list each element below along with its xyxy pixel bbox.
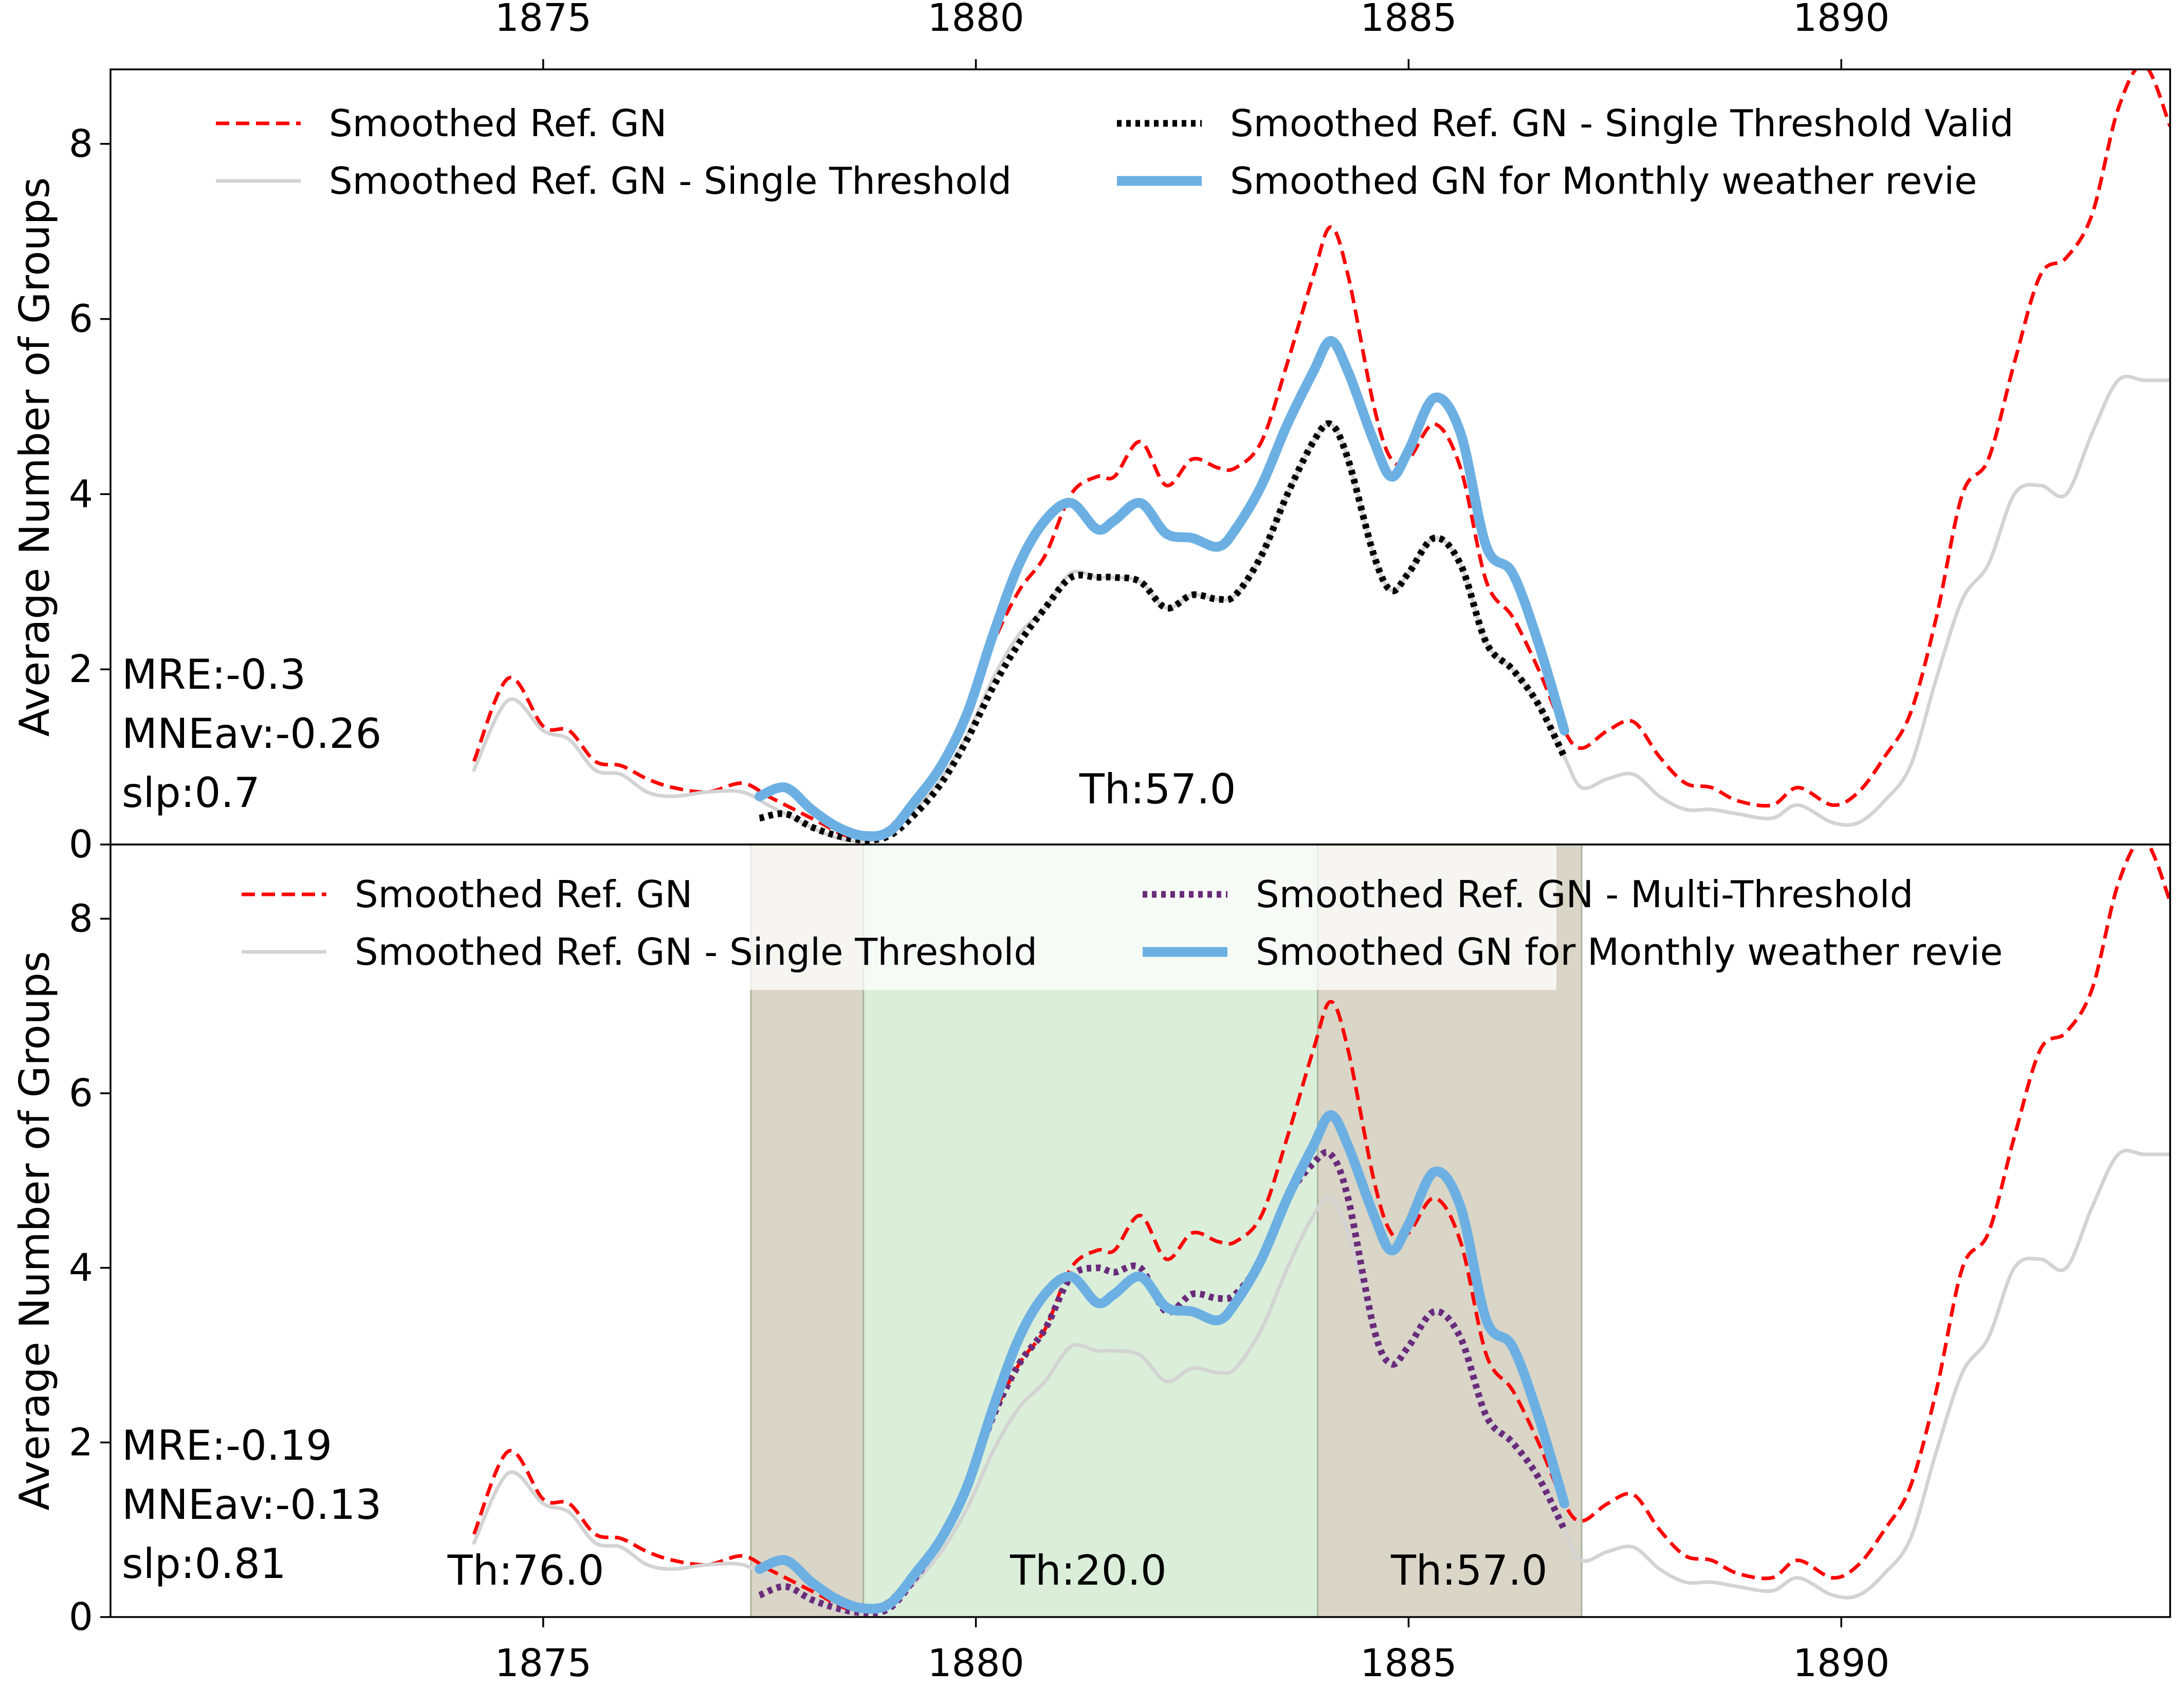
threshold-label: Th:20.0 xyxy=(1010,1547,1167,1594)
legend-item-smoothed-gn-for-monthly-weather-revie: Smoothed GN for Monthly weather revie xyxy=(1117,159,1977,203)
series-line-smoothed-gn-for-monthly-weather-revie xyxy=(755,1110,1569,1614)
y-tick-label: 2 xyxy=(69,1420,93,1464)
stat-annotation: MRE:-0.3 xyxy=(122,651,306,699)
series-lines xyxy=(472,844,2170,1617)
series-line-smoothed-ref-gn xyxy=(472,844,2170,1612)
legend-label: Smoothed Ref. GN - Single Threshold xyxy=(329,159,1012,203)
stat-annotation: slp:0.7 xyxy=(122,769,260,817)
legend-label: Smoothed Ref. GN xyxy=(329,102,667,145)
series-lines xyxy=(472,69,2170,843)
series-line-smoothed-ref-gn xyxy=(472,69,2170,839)
y-tick-label: 6 xyxy=(69,1071,93,1115)
legend-item-smoothed-ref-gn-single-threshold: Smoothed Ref. GN - Single Threshold xyxy=(242,930,1037,974)
y-tick-label: 2 xyxy=(69,647,93,691)
series-line-smoothed-ref-gn-single-threshold xyxy=(472,1148,2170,1616)
legend-label: Smoothed GN for Monthly weather revie xyxy=(1256,930,2003,974)
y-tick-label: 4 xyxy=(69,472,93,516)
x-tick-label: 1875 xyxy=(495,1641,592,1685)
stat-annotation: MNEav:-0.26 xyxy=(122,710,381,758)
y-axis-label: Average Number of Groups xyxy=(11,177,59,737)
series-line-smoothed-gn-for-monthly-weather-revie xyxy=(755,336,1569,841)
legend-item-smoothed-ref-gn: Smoothed Ref. GN xyxy=(216,102,667,145)
bottom-panel: 0 2 4 6 8 1875 1880 1885 1890 Average Number of G… xyxy=(11,843,2171,1685)
threshold-label: Th:57.0 xyxy=(1079,765,1236,813)
y-tick-label: 0 xyxy=(69,822,93,867)
y-tick-label: 8 xyxy=(69,896,93,941)
series-line-smoothed-ref-gn-multi-threshold xyxy=(758,1149,1568,1617)
legend-item-smoothed-ref-gn-single-threshold-valid: Smoothed Ref. GN - Single Threshold Vali… xyxy=(1117,102,2014,145)
legend-item-smoothed-ref-gn: Smoothed Ref. GN xyxy=(242,873,692,916)
legend-label: Smoothed Ref. GN xyxy=(355,873,692,916)
y-tick-label: 4 xyxy=(69,1246,93,1290)
x-tick-label: 1885 xyxy=(1360,1641,1457,1685)
stat-annotation: MNEav:-0.13 xyxy=(122,1481,381,1529)
threshold-label: Th:76.0 xyxy=(447,1547,604,1594)
legend-item-smoothed-ref-gn-multi-threshold: Smoothed Ref. GN - Multi-Threshold xyxy=(1143,873,1913,916)
x-tick-label: 1885 xyxy=(1360,0,1457,40)
y-tick-label: 8 xyxy=(69,122,93,166)
legend-item-smoothed-gn-for-monthly-weather-revie: Smoothed GN for Monthly weather revie xyxy=(1143,930,2003,974)
top-panel: 0 2 4 6 8 1875 1880 1885 1890 Average Number of G… xyxy=(11,0,2171,867)
legend-label: Smoothed GN for Monthly weather revie xyxy=(1230,159,1977,203)
y-axis-label: Average Number of Groups xyxy=(11,951,59,1511)
x-tick-label: 1890 xyxy=(1793,1641,1889,1685)
stat-annotation: MRE:-0.19 xyxy=(122,1422,332,1470)
threshold-label: Th:57.0 xyxy=(1390,1547,1548,1594)
stat-annotation: slp:0.81 xyxy=(122,1540,286,1588)
y-tick-label: 6 xyxy=(69,297,93,341)
legend-item-smoothed-ref-gn-single-threshold: Smoothed Ref. GN - Single Threshold xyxy=(216,159,1012,203)
y-tick-label: 0 xyxy=(69,1595,93,1639)
legend: Smoothed Ref. GN Smoothed Ref. GN - Singl… xyxy=(216,102,2014,203)
legend-label: Smoothed Ref. GN - Single Threshold Vali… xyxy=(1230,102,2014,145)
series-line-smoothed-ref-gn-single-threshold xyxy=(472,374,2170,843)
legend-label: Smoothed Ref. GN - Multi-Threshold xyxy=(1256,873,1913,916)
axes-frame xyxy=(109,843,2171,1618)
x-tick-label: 1880 xyxy=(927,1641,1024,1685)
series-line-smoothed-ref-gn-single-threshold-valid xyxy=(759,420,1568,843)
legend-background xyxy=(722,846,1556,990)
legend: Smoothed Ref. GN Smoothed Ref. GN - Singl… xyxy=(242,846,2003,990)
x-tick-label: 1890 xyxy=(1793,0,1889,40)
x-tick-label: 1875 xyxy=(495,0,592,40)
legend-label: Smoothed Ref. GN - Single Threshold xyxy=(355,930,1037,974)
x-tick-label: 1880 xyxy=(927,0,1024,40)
